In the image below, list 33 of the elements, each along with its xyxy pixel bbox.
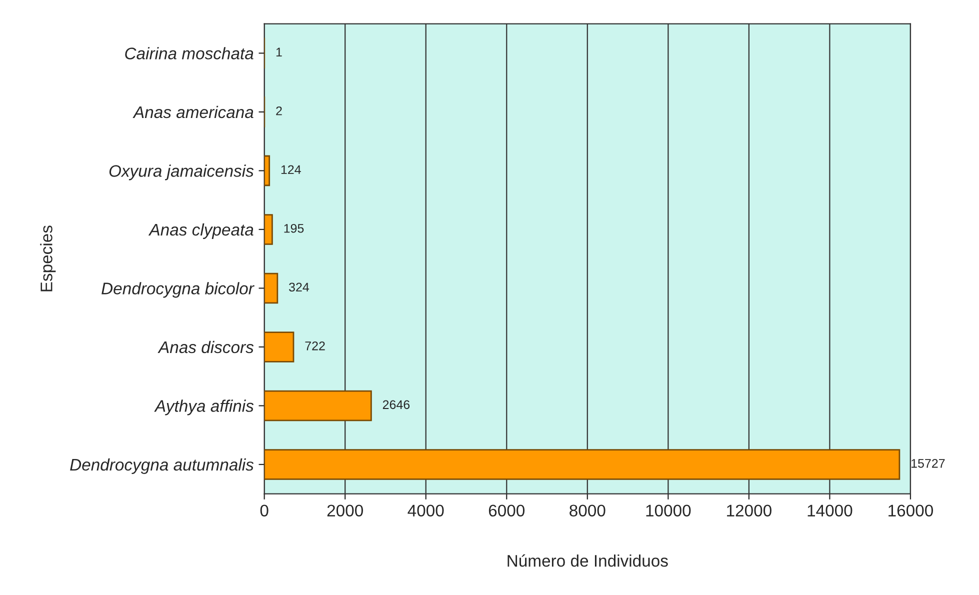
data-label: 15727 (912, 458, 945, 468)
x-tick-label: 4000 (408, 504, 444, 517)
bar (264, 390, 372, 422)
bar (264, 332, 294, 362)
y-tick-label: Cairina moschata (125, 47, 254, 60)
x-tick-label: 8000 (570, 504, 606, 517)
bar (264, 272, 278, 304)
data-label: 195 (284, 224, 304, 233)
bar (264, 449, 900, 480)
y-axis-title: Especies (40, 226, 56, 292)
bar (264, 155, 270, 186)
y-tick-label: Aythya affinis (154, 400, 254, 416)
x-tick-label: 12000 (727, 504, 772, 517)
data-label: 2646 (382, 400, 410, 410)
data-label: 1 (276, 48, 282, 56)
x-tick-label: 6000 (488, 504, 525, 517)
x-tick-label: 14000 (808, 504, 852, 517)
x-tick-label: 2000 (327, 504, 363, 517)
bar (264, 214, 273, 245)
data-label: 124 (281, 165, 301, 174)
y-tick-label: Anas clypeata (148, 223, 254, 239)
y-tick-label: Dendrocygna bicolor (102, 282, 254, 298)
x-tick-label: 10000 (646, 504, 691, 517)
y-tick-label: Oxyura jamaicensis (109, 164, 254, 180)
data-label: 324 (289, 282, 310, 292)
data-label: 2 (276, 106, 282, 116)
y-tick-label: Anas discors (158, 340, 254, 354)
x-tick-label: 0 (260, 504, 268, 517)
y-tick-label: Anas americana (132, 106, 254, 118)
data-label: 722 (305, 341, 325, 350)
x-axis-title: Número de Individuos (508, 554, 668, 567)
x-tick-label: 16000 (888, 504, 933, 517)
y-tick-label: Dendrocygna autumnalis (70, 458, 254, 474)
